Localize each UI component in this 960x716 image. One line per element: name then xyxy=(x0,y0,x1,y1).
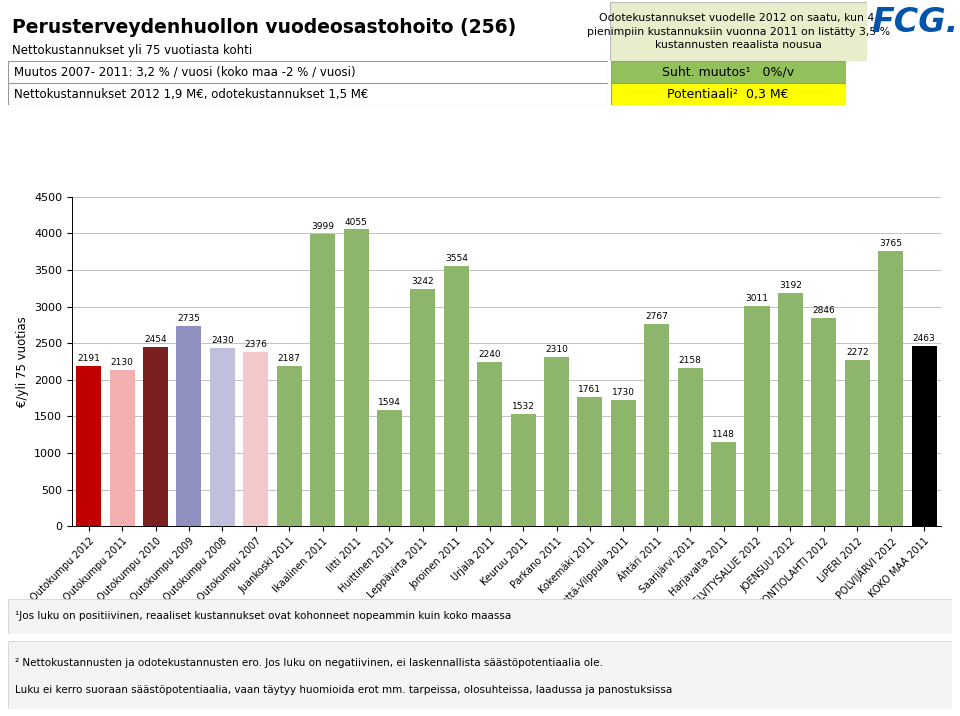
Bar xyxy=(912,346,937,526)
Bar xyxy=(76,366,101,526)
Text: Odotekustannukset vuodelle 2012 on saatu, kun 4.
pienimpiin kustannuksiin vuonna: Odotekustannukset vuodelle 2012 on saatu… xyxy=(587,14,890,49)
Text: Suht. muutos¹   0%/v: Suht. muutos¹ 0%/v xyxy=(662,65,794,79)
Bar xyxy=(811,318,836,526)
Text: 1730: 1730 xyxy=(612,387,635,397)
Bar xyxy=(644,324,669,526)
Text: Potentiaali²  0,3 M€: Potentiaali² 0,3 M€ xyxy=(667,87,789,101)
Bar xyxy=(878,251,903,526)
Text: 1761: 1761 xyxy=(579,385,601,395)
Bar xyxy=(143,347,168,526)
Text: 2191: 2191 xyxy=(77,354,100,363)
Text: 2376: 2376 xyxy=(245,340,267,349)
Bar xyxy=(310,233,335,526)
Y-axis label: €/yli 75 vuotias: €/yli 75 vuotias xyxy=(15,316,29,407)
Bar xyxy=(344,229,369,526)
Bar xyxy=(577,397,603,526)
Text: FCG.: FCG. xyxy=(872,6,959,39)
Text: Muutos 2007- 2011: 3,2 % / vuosi (koko maa -2 % / vuosi): Muutos 2007- 2011: 3,2 % / vuosi (koko m… xyxy=(13,65,355,79)
Bar xyxy=(210,349,235,526)
Text: Lähde: Tilastokeskus, kuntien talous- ja toimintatilasto: Lähde: Tilastokeskus, kuntien talous- ja… xyxy=(656,648,941,658)
Text: ² Nettokustannusten ja odotekustannusten ero. Jos luku on negatiivinen, ei laske: ² Nettokustannusten ja odotekustannusten… xyxy=(15,657,603,667)
Text: 2430: 2430 xyxy=(211,337,233,346)
Text: 1594: 1594 xyxy=(378,397,401,407)
Text: 2272: 2272 xyxy=(846,348,869,357)
Bar xyxy=(276,366,301,526)
Bar xyxy=(778,293,803,526)
Bar xyxy=(745,306,770,526)
Text: 2454: 2454 xyxy=(144,334,167,344)
Text: 1148: 1148 xyxy=(712,430,735,440)
Bar xyxy=(678,368,703,526)
Text: ¹Jos luku on positiivinen, reaaliset kustannukset ovat kohonneet nopeammin kuin : ¹Jos luku on positiivinen, reaaliset kus… xyxy=(15,611,512,621)
Text: 3011: 3011 xyxy=(746,294,769,303)
Text: Nettokustannukset yli 75 vuotiasta kohti: Nettokustannukset yli 75 vuotiasta kohti xyxy=(12,44,252,57)
Text: Luku ei kerro suoraan säästöpotentiaalia, vaan täytyy huomioida erot mm. tarpeis: Luku ei kerro suoraan säästöpotentiaalia… xyxy=(15,684,673,695)
Bar xyxy=(477,362,502,526)
Text: 2846: 2846 xyxy=(812,306,835,315)
Text: 2767: 2767 xyxy=(645,311,668,321)
Text: Nettokustannukset 2012 1,9 M€, odotekustannukset 1,5 M€: Nettokustannukset 2012 1,9 M€, odotekust… xyxy=(13,87,368,101)
Text: 2463: 2463 xyxy=(913,334,935,343)
Bar xyxy=(511,414,536,526)
Bar xyxy=(410,289,436,526)
Bar xyxy=(711,442,736,526)
Text: 2735: 2735 xyxy=(178,314,201,323)
Text: 3999: 3999 xyxy=(311,222,334,231)
Text: 2310: 2310 xyxy=(545,345,568,354)
Bar xyxy=(544,357,569,526)
Bar xyxy=(444,266,468,526)
Text: 3765: 3765 xyxy=(879,238,902,248)
Bar xyxy=(109,370,134,526)
Text: 2187: 2187 xyxy=(277,354,300,363)
Text: 2158: 2158 xyxy=(679,357,702,365)
Text: 1532: 1532 xyxy=(512,402,535,411)
Text: Perusterveydenhuollon vuodeosastohoito (256): Perusterveydenhuollon vuodeosastohoito (… xyxy=(12,18,516,37)
Bar xyxy=(177,326,202,526)
Text: 3192: 3192 xyxy=(779,281,802,290)
Bar xyxy=(611,400,636,526)
Text: 2240: 2240 xyxy=(478,350,501,359)
Bar xyxy=(377,410,402,526)
Bar xyxy=(243,352,268,526)
Text: 2130: 2130 xyxy=(110,359,133,367)
Text: 3554: 3554 xyxy=(444,254,468,263)
Bar xyxy=(845,360,870,526)
Text: 3242: 3242 xyxy=(412,277,434,286)
Text: 4055: 4055 xyxy=(345,218,368,226)
